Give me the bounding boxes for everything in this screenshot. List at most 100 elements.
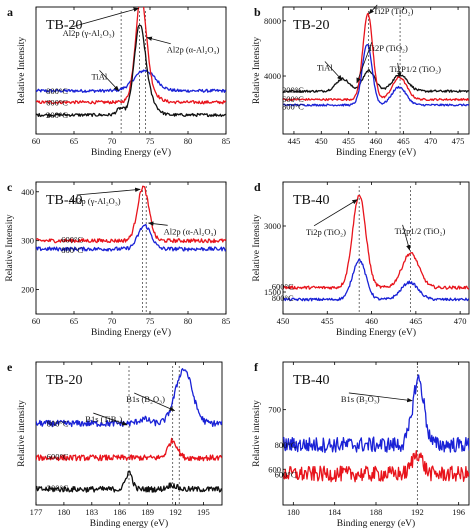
x-tick-label: 192 <box>169 507 182 517</box>
series-label: 800°C <box>46 86 68 96</box>
series-label: 200°C <box>282 85 304 95</box>
series-label: 800°C <box>272 293 294 303</box>
x-tick-label: 455 <box>342 136 355 146</box>
x-tick-label: 450 <box>277 316 290 326</box>
peak-annotation: Al2p (α-Al₂O₃) <box>167 45 220 55</box>
x-tick-label: 85 <box>222 136 231 146</box>
x-tick-label: 70 <box>108 316 117 326</box>
x-tick-label: 188 <box>370 507 383 517</box>
annotation-arrow <box>402 224 411 251</box>
panel-letter: d <box>254 180 261 194</box>
y-axis-label: Relative Intensity <box>17 37 27 105</box>
series-label: 800°C <box>282 101 304 111</box>
series-group <box>36 7 226 118</box>
sample-title: TB-40 <box>293 193 330 208</box>
y-tick-label: 8000 <box>264 16 281 26</box>
plot-frame <box>282 181 470 315</box>
series-label: 600°C <box>272 282 294 292</box>
annotation-arrow <box>93 412 128 426</box>
peak-annotation: Al2p (γ-Al₂O₃) <box>63 28 115 38</box>
x-tick-label: 65 <box>70 316 79 326</box>
x-axis-label: Binding Energy (eV) <box>91 147 171 158</box>
peak-annotation: B1s (TiB₂) <box>85 414 122 424</box>
annotation-arrow <box>356 42 373 84</box>
series-line-black <box>36 24 226 118</box>
series-label: 800°C <box>47 418 69 428</box>
series-label: 200°C <box>47 483 69 493</box>
x-tick-label: 470 <box>424 136 437 146</box>
series-label: 600°C <box>46 97 68 107</box>
peak-annotation: Ti2P (TiO₂) <box>368 43 408 53</box>
annotation-arrow <box>76 187 141 196</box>
series-line-red <box>283 12 469 102</box>
x-axis-label: Binding Energy (eV) <box>336 327 416 338</box>
x-tick-label: 65 <box>70 136 79 146</box>
plot-frame <box>35 361 223 506</box>
y-tick-label: 600 <box>268 464 281 474</box>
sample-title: TB-20 <box>46 18 83 33</box>
sample-title: TB-40 <box>46 193 83 208</box>
x-tick-label: 80 <box>184 136 193 146</box>
x-tick-label: 85 <box>222 316 231 326</box>
x-tick-label: 70 <box>108 136 117 146</box>
y-tick-label: 300 <box>21 236 34 246</box>
x-tick-label: 465 <box>409 316 422 326</box>
series-line-blue <box>283 258 469 302</box>
panel-c: 60 65 70 75 80 85 200 300 400 Binding Energy (eV)… <box>5 180 230 338</box>
y-axis-label: Relative Intensity <box>252 214 262 282</box>
series-label: 600°C <box>47 451 69 461</box>
series-group <box>283 12 469 107</box>
panel-b: 445 450 455 460 465 470 475 4000 8000 Binding Ene… <box>252 4 470 158</box>
panel-f: 180 184 188 192 196 600 700 Binding energy (eV)… <box>252 360 470 529</box>
x-tick-label: 470 <box>454 316 467 326</box>
x-axis-label: Binding Energy (eV) <box>336 147 416 158</box>
series-line-black <box>36 470 222 493</box>
peak-annotation: Ti2p (TiO₂) <box>306 227 346 237</box>
x-tick-label: 195 <box>197 507 210 517</box>
x-tick-label: 180 <box>287 507 300 517</box>
panel-letter: c <box>7 180 13 194</box>
x-tick-label: 465 <box>397 136 410 146</box>
annotation-arrow <box>397 62 402 78</box>
series-line-blue <box>36 368 222 428</box>
y-tick-label: 700 <box>268 405 281 415</box>
x-tick-label: 196 <box>452 507 465 517</box>
panel-letter: e <box>7 360 13 374</box>
x-tick-label: 460 <box>365 316 378 326</box>
x-axis-label: Binding energy (eV) <box>337 518 415 529</box>
x-tick-label: 450 <box>315 136 328 146</box>
sample-title: TB-40 <box>293 373 330 388</box>
series-group <box>36 368 222 493</box>
x-tick-label: 184 <box>328 507 342 517</box>
panel-letter: f <box>254 360 259 374</box>
panel-d: 450 455 460 465 470 1500 3000 Binding Energy (e… <box>252 180 470 338</box>
y-axis-label: Relative intensity <box>17 400 27 467</box>
annotation-arrow <box>348 392 413 403</box>
y-axis-label: Relative Intensity <box>252 37 262 105</box>
annotation-arrow <box>368 4 378 15</box>
series-line-red <box>36 185 226 244</box>
x-tick-label: 60 <box>32 136 41 146</box>
y-tick-label: 400 <box>21 187 34 197</box>
annotation-arrow <box>146 36 171 45</box>
x-tick-label: 177 <box>30 507 43 517</box>
x-tick-label: 180 <box>58 507 71 517</box>
peak-annotation: Ti2P (TiO₂) <box>373 6 413 16</box>
sample-title: TB-20 <box>46 373 83 388</box>
panel-letter: b <box>254 5 261 19</box>
series-line-blue <box>36 224 226 252</box>
series-line-blue <box>283 374 469 454</box>
peak-annotation: B1s (B₂O₃) <box>126 394 165 404</box>
series-line-red <box>36 7 226 105</box>
annotation-arrow <box>99 70 120 92</box>
plot-frame <box>35 6 227 135</box>
peak-annotation: Al2p (α-Al₂O₃) <box>164 226 217 236</box>
x-tick-label: 455 <box>321 316 334 326</box>
x-tick-label: 80 <box>184 316 193 326</box>
x-tick-label: 60 <box>32 316 41 326</box>
y-axis-label: Relative intensity <box>252 400 262 467</box>
annotation-arrow <box>147 221 168 226</box>
annotation-arrow <box>70 7 140 28</box>
y-axis-label: Relative Intensity <box>5 214 15 282</box>
x-axis-label: Binding energy (eV) <box>90 518 168 529</box>
